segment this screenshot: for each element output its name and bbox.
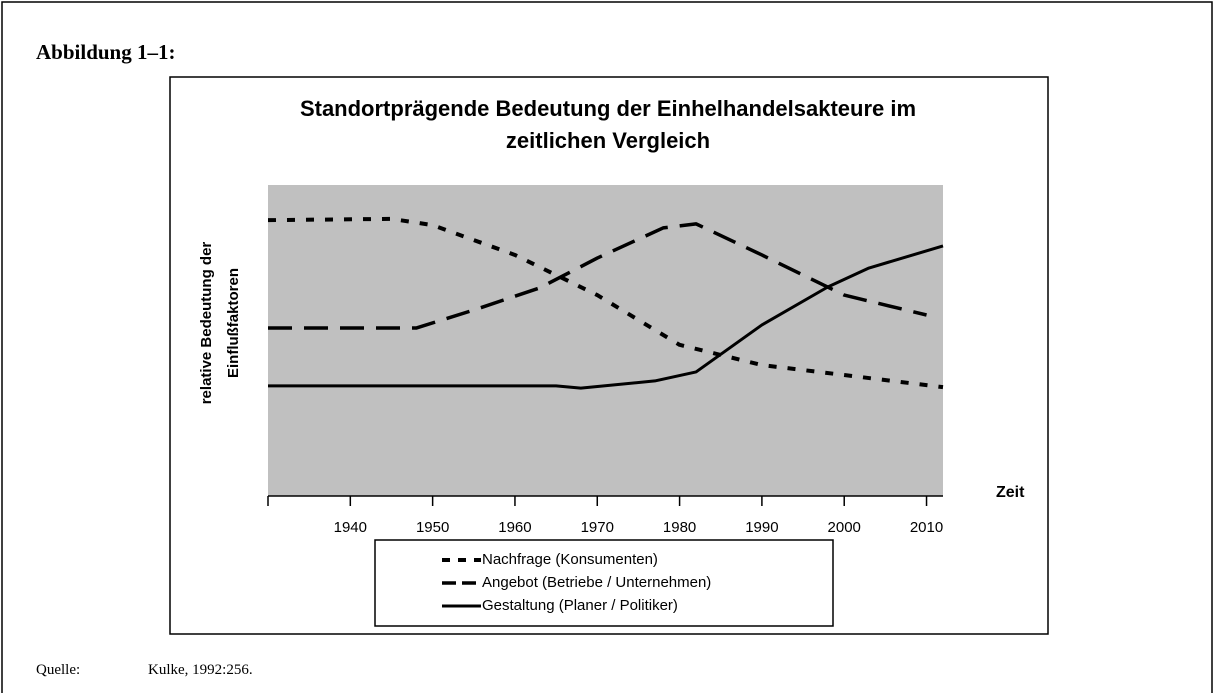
legend-label: Angebot (Betriebe / Unternehmen)	[482, 574, 711, 591]
x-tick-label: 1980	[663, 519, 696, 536]
x-tick-label: 1950	[416, 519, 449, 536]
legend-label: Nachfrage (Konsumenten)	[482, 551, 658, 568]
chart-title: Standortprägende Bedeutung der Einhelhan…	[299, 96, 917, 153]
x-axis-label: Zeit	[996, 484, 1025, 501]
x-tick-label: 1940	[334, 519, 367, 536]
series-line	[268, 244, 944, 390]
legend	[374, 539, 834, 627]
x-tick-label: 2000	[828, 519, 861, 536]
plot-area	[268, 185, 943, 496]
figure-label: Abbildung 1–1:	[36, 40, 176, 64]
source-label: Quelle:	[36, 662, 81, 678]
x-tick-label: 1990	[745, 519, 778, 536]
y-axis-label: relative Bedeutung der Einflußfaktoren	[198, 241, 242, 405]
legend-label: Gestaltung (Planer / Politiker)	[482, 597, 678, 614]
series-line	[268, 222, 927, 330]
x-tick-label: 1960	[498, 519, 531, 536]
x-tick-label: 2010	[910, 519, 943, 536]
x-tick-label: 1970	[581, 519, 614, 536]
series-line	[267, 216, 944, 390]
source-text: Kulke, 1992:256.	[148, 662, 253, 678]
chart-layer: 1940 1950 1960 1970 1980 1990 2000 2010 Nachfrag…	[267, 216, 944, 614]
